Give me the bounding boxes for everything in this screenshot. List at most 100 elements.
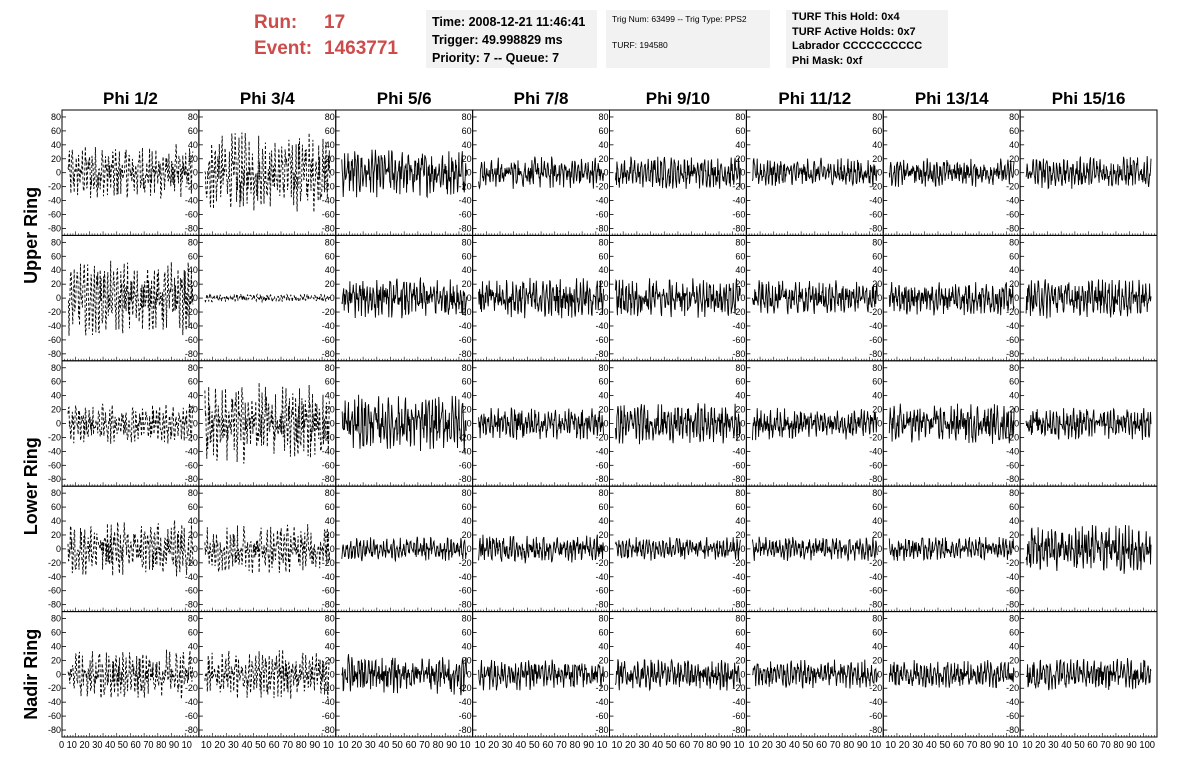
y-tick-label: -80 bbox=[869, 600, 882, 610]
y-tick-label: 0 bbox=[56, 544, 61, 554]
y-tick-label: 40 bbox=[598, 140, 608, 150]
y-tick-label: -60 bbox=[732, 210, 745, 220]
y-tick-label: 40 bbox=[462, 516, 472, 526]
y-tick-label: -80 bbox=[1006, 223, 1019, 233]
y-tick-label: -40 bbox=[595, 196, 608, 206]
y-tick-label: 80 bbox=[325, 112, 335, 122]
y-tick-label: -80 bbox=[48, 223, 61, 233]
y-tick-label: -60 bbox=[869, 335, 882, 345]
waveform-trace bbox=[341, 149, 468, 199]
y-tick-label: 0 bbox=[877, 419, 882, 429]
y-tick-label: 60 bbox=[1009, 251, 1019, 261]
y-tick-label: -20 bbox=[595, 683, 608, 693]
y-tick-label: 40 bbox=[598, 516, 608, 526]
y-tick-label: 0 bbox=[330, 544, 335, 554]
panel-r3-c1: -80 -60 -40 -20 0 20 40 60 80 bbox=[48, 360, 200, 487]
y-tick-label: 0 bbox=[603, 544, 608, 554]
y-tick-label: -60 bbox=[185, 711, 198, 721]
column-label-3: Phi 5/6 bbox=[377, 89, 432, 108]
y-tick-label: -20 bbox=[322, 558, 335, 568]
y-tick-label: -40 bbox=[185, 446, 198, 456]
panel-r4-c3: -80 -60 -40 -20 0 20 40 60 80 bbox=[322, 485, 474, 613]
y-tick-label: 0 bbox=[56, 168, 61, 178]
y-tick-label: 0 bbox=[330, 419, 335, 429]
y-tick-label: -20 bbox=[185, 432, 198, 442]
x-tick-labels-5: 10 20 30 40 50 60 70 80 90 10 bbox=[612, 740, 745, 751]
y-tick-label: 60 bbox=[872, 377, 882, 387]
y-tick-label: -20 bbox=[732, 683, 745, 693]
waveform-trace bbox=[478, 407, 604, 440]
y-tick-label: -20 bbox=[48, 307, 61, 317]
y-tick-label: -40 bbox=[732, 196, 745, 206]
y-tick-label: -60 bbox=[459, 210, 472, 220]
y-tick-label: 0 bbox=[1014, 168, 1019, 178]
waveform-trace bbox=[1025, 524, 1152, 574]
y-tick-label: 20 bbox=[51, 655, 61, 665]
y-tick-label: -20 bbox=[1006, 432, 1019, 442]
y-tick-label: -60 bbox=[732, 586, 745, 596]
y-tick-label: 80 bbox=[735, 237, 745, 247]
x-tick-labels-6: 10 20 30 40 50 60 70 80 90 10 bbox=[748, 740, 881, 751]
y-tick-label: 0 bbox=[877, 544, 882, 554]
waveform-trace bbox=[478, 534, 604, 564]
waveform-trace bbox=[478, 659, 604, 691]
waveform-trace bbox=[888, 403, 1015, 444]
y-tick-label: -60 bbox=[869, 460, 882, 470]
y-tick-label: -60 bbox=[322, 210, 335, 220]
y-tick-label: 0 bbox=[56, 669, 61, 679]
y-tick-label: -40 bbox=[185, 321, 198, 331]
y-tick-label: 40 bbox=[51, 641, 61, 651]
waveform-trace bbox=[615, 537, 741, 561]
y-tick-label: -80 bbox=[459, 725, 472, 735]
y-tick-label: -80 bbox=[732, 725, 745, 735]
y-tick-label: -80 bbox=[48, 725, 61, 735]
y-tick-label: -40 bbox=[595, 572, 608, 582]
y-tick-label: -40 bbox=[732, 321, 745, 331]
y-tick-label: -40 bbox=[869, 697, 882, 707]
y-tick-label: -20 bbox=[1006, 558, 1019, 568]
y-tick-label: 60 bbox=[188, 502, 198, 512]
y-tick-label: -80 bbox=[1006, 474, 1019, 484]
y-tick-label: 40 bbox=[598, 641, 608, 651]
y-tick-label: -80 bbox=[48, 474, 61, 484]
y-tick-label: 60 bbox=[735, 502, 745, 512]
waveform-trace bbox=[751, 157, 878, 188]
y-tick-label: 20 bbox=[1009, 279, 1019, 289]
y-tick-label: -80 bbox=[595, 600, 608, 610]
y-tick-label: 20 bbox=[325, 405, 335, 415]
waveform-trace bbox=[751, 280, 878, 315]
y-tick-label: -60 bbox=[732, 711, 745, 721]
y-tick-label: 60 bbox=[51, 377, 61, 387]
waveform-trace bbox=[204, 382, 331, 464]
y-tick-label: -60 bbox=[48, 460, 61, 470]
column-label-6: Phi 11/12 bbox=[778, 89, 851, 108]
phi-mask-text: Phi Mask: 0xf bbox=[792, 54, 863, 67]
panel-r1-c7: -80 -60 -40 -20 0 20 40 60 80 bbox=[869, 109, 1021, 236]
y-tick-label: -20 bbox=[595, 307, 608, 317]
y-tick-label: -60 bbox=[869, 210, 882, 220]
y-tick-label: 80 bbox=[462, 614, 472, 624]
column-label-4: Phi 7/8 bbox=[514, 89, 569, 108]
y-tick-label: 20 bbox=[598, 530, 608, 540]
waveform-trace bbox=[888, 158, 1015, 187]
y-tick-label: -60 bbox=[459, 335, 472, 345]
column-label-1: Phi 1/2 bbox=[103, 89, 158, 108]
waveform-trace bbox=[751, 536, 878, 562]
y-tick-label: 0 bbox=[193, 544, 198, 554]
y-tick-label: 80 bbox=[325, 237, 335, 247]
turf-info-box: TURF This Hold: 0x4 TURF Active Holds: 0… bbox=[786, 10, 948, 68]
y-tick-label: 60 bbox=[735, 628, 745, 638]
turf-this-hold: TURF This Hold: 0x4 bbox=[792, 11, 900, 23]
y-tick-label: -80 bbox=[732, 349, 745, 359]
y-tick-label: 40 bbox=[598, 391, 608, 401]
trig-num-text: Trig Num: 63499 -- Trig Type: PPS2 bbox=[612, 14, 747, 24]
y-tick-label: 20 bbox=[325, 655, 335, 665]
y-tick-label: 20 bbox=[1009, 405, 1019, 415]
y-tick-label: 60 bbox=[188, 251, 198, 261]
waveform-trace bbox=[204, 293, 331, 304]
y-tick-label: 40 bbox=[188, 391, 198, 401]
y-tick-label: -40 bbox=[1006, 196, 1019, 206]
panel-r4-c5: -80 -60 -40 -20 0 20 40 60 80 bbox=[595, 485, 747, 613]
y-tick-label: 0 bbox=[603, 669, 608, 679]
y-tick-label: 60 bbox=[188, 126, 198, 136]
